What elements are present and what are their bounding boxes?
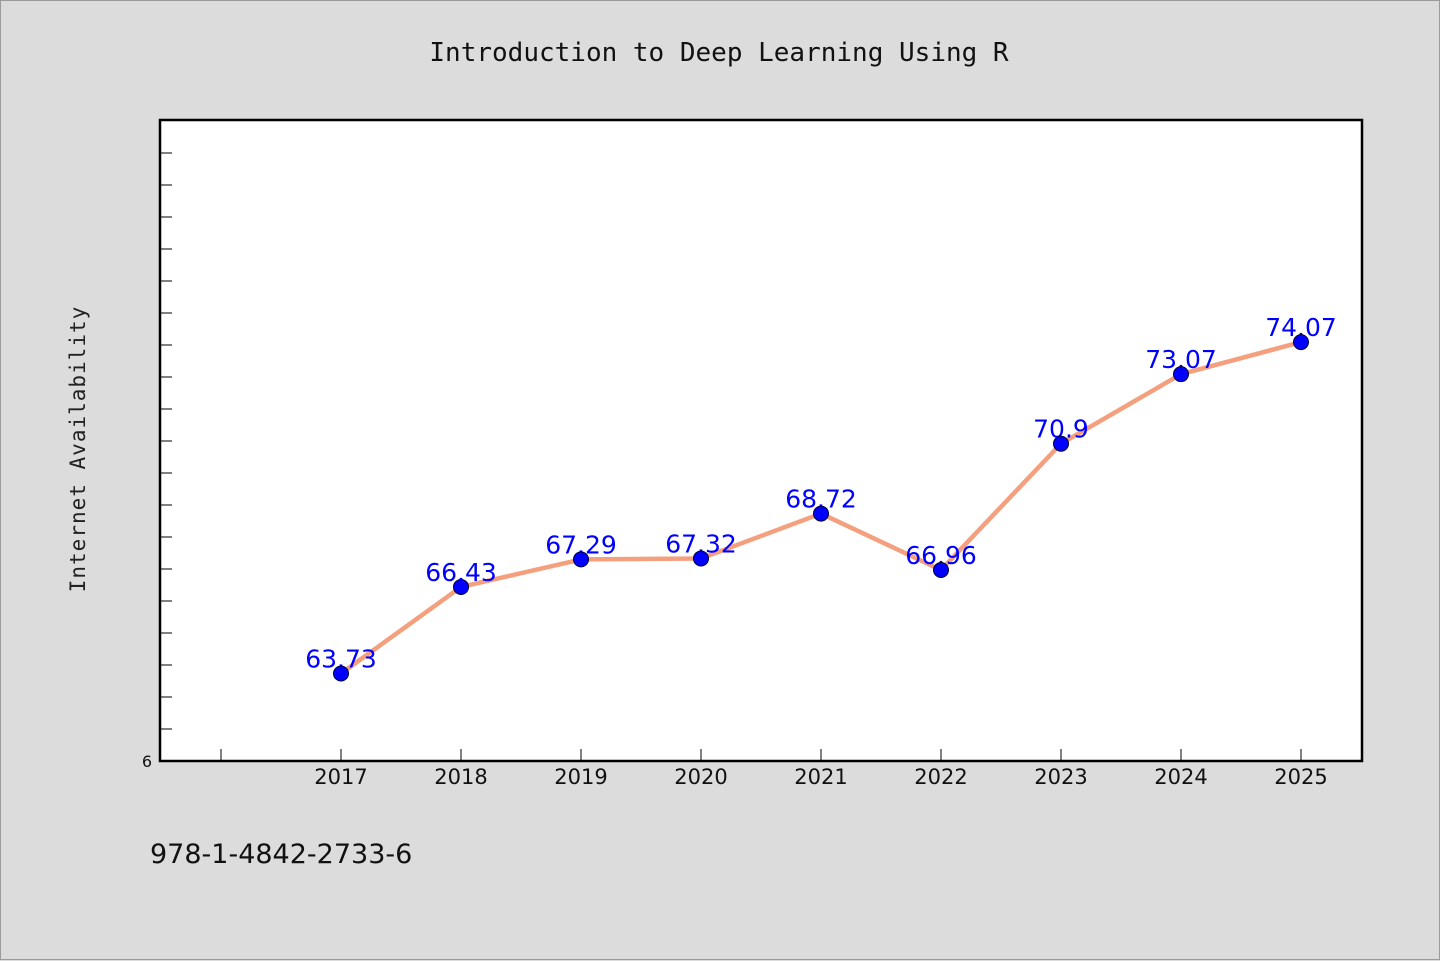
y-axis-tick-labels: 6 [142, 752, 152, 771]
x-tick-label-2021: 2021 [794, 765, 847, 789]
x-tick-label-2017: 2017 [314, 765, 367, 789]
data-point-2023 [1053, 435, 1069, 452]
data-point-2022 [933, 561, 949, 578]
data-point-2019 [573, 551, 589, 568]
isbn-label: 978-1-4842-2733-6 [150, 839, 412, 870]
y-tick-label-0: 6 [142, 752, 152, 771]
y-axis-ticks [160, 152, 172, 730]
y-axis-label: Internet Availability [66, 306, 90, 593]
data-point-2021 [813, 505, 829, 522]
data-point-2018 [453, 578, 469, 595]
series-markers [333, 334, 1309, 682]
x-tick-label-2023: 2023 [1034, 765, 1087, 789]
data-point-2025 [1293, 334, 1309, 351]
data-point-2017 [333, 665, 349, 682]
x-axis-tick-labels: 2017 2018 2019 2020 2021 2022 2023 2024 2025 [314, 765, 1327, 789]
data-point-2024 [1173, 366, 1189, 383]
x-tick-label-2018: 2018 [434, 765, 487, 789]
x-tick-label-2020: 2020 [674, 765, 727, 789]
x-axis-ticks [220, 749, 1302, 761]
plot-area [158, 118, 1364, 763]
x-tick-label-2019: 2019 [554, 765, 607, 789]
x-tick-label-2025: 2025 [1274, 765, 1327, 789]
x-tick-label-2022: 2022 [914, 765, 967, 789]
data-point-2020 [693, 550, 709, 567]
x-tick-label-2024: 2024 [1154, 765, 1207, 789]
chart-title: Introduction to Deep Learning Using R [429, 38, 1009, 68]
